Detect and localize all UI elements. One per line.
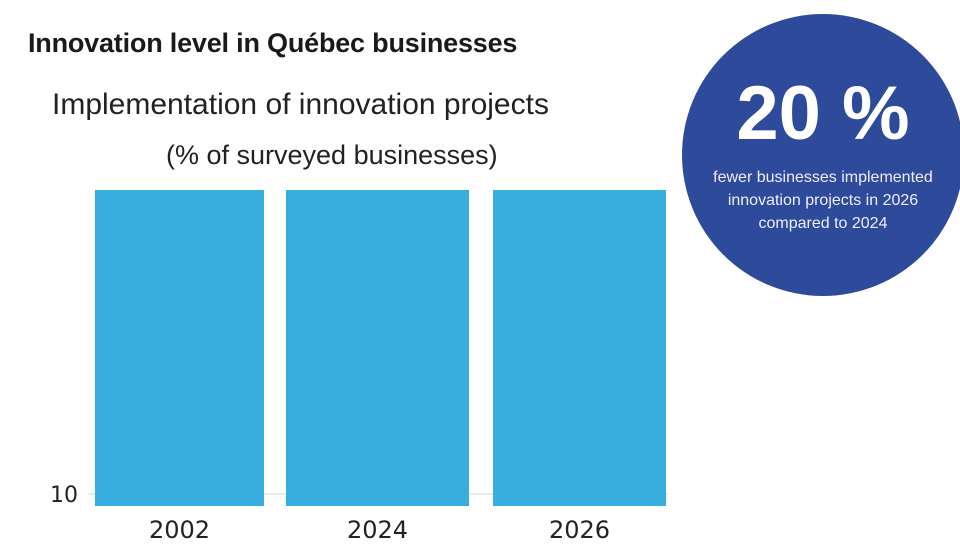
chart-subtitle: Implementation of innovation projects — [52, 88, 549, 121]
callout-line: innovation projects in 2026 — [727, 192, 919, 209]
x-tick-label: 2002 — [149, 516, 210, 544]
x-tick-label: 2024 — [347, 516, 408, 544]
chart-title: Innovation level in Québec businesses — [28, 28, 518, 58]
bar — [95, 190, 264, 506]
x-tick-label: 2026 — [549, 516, 610, 544]
callout-line: compared to 2024 — [758, 215, 888, 232]
bar — [286, 190, 469, 506]
bar — [493, 190, 666, 506]
y-tick-label: 10 — [50, 483, 78, 508]
y-axis-label: (% of surveyed businesses) — [166, 140, 498, 170]
bar-chart: 70605040302010512002692024552026 — [50, 190, 668, 544]
callout-circle: 20 % fewer businesses implemented innova… — [682, 14, 960, 296]
callout-line: fewer businesses implemented — [713, 169, 933, 186]
callout-value: 20 % — [736, 71, 910, 156]
callout-text: fewer businesses implemented innovation … — [682, 166, 960, 235]
